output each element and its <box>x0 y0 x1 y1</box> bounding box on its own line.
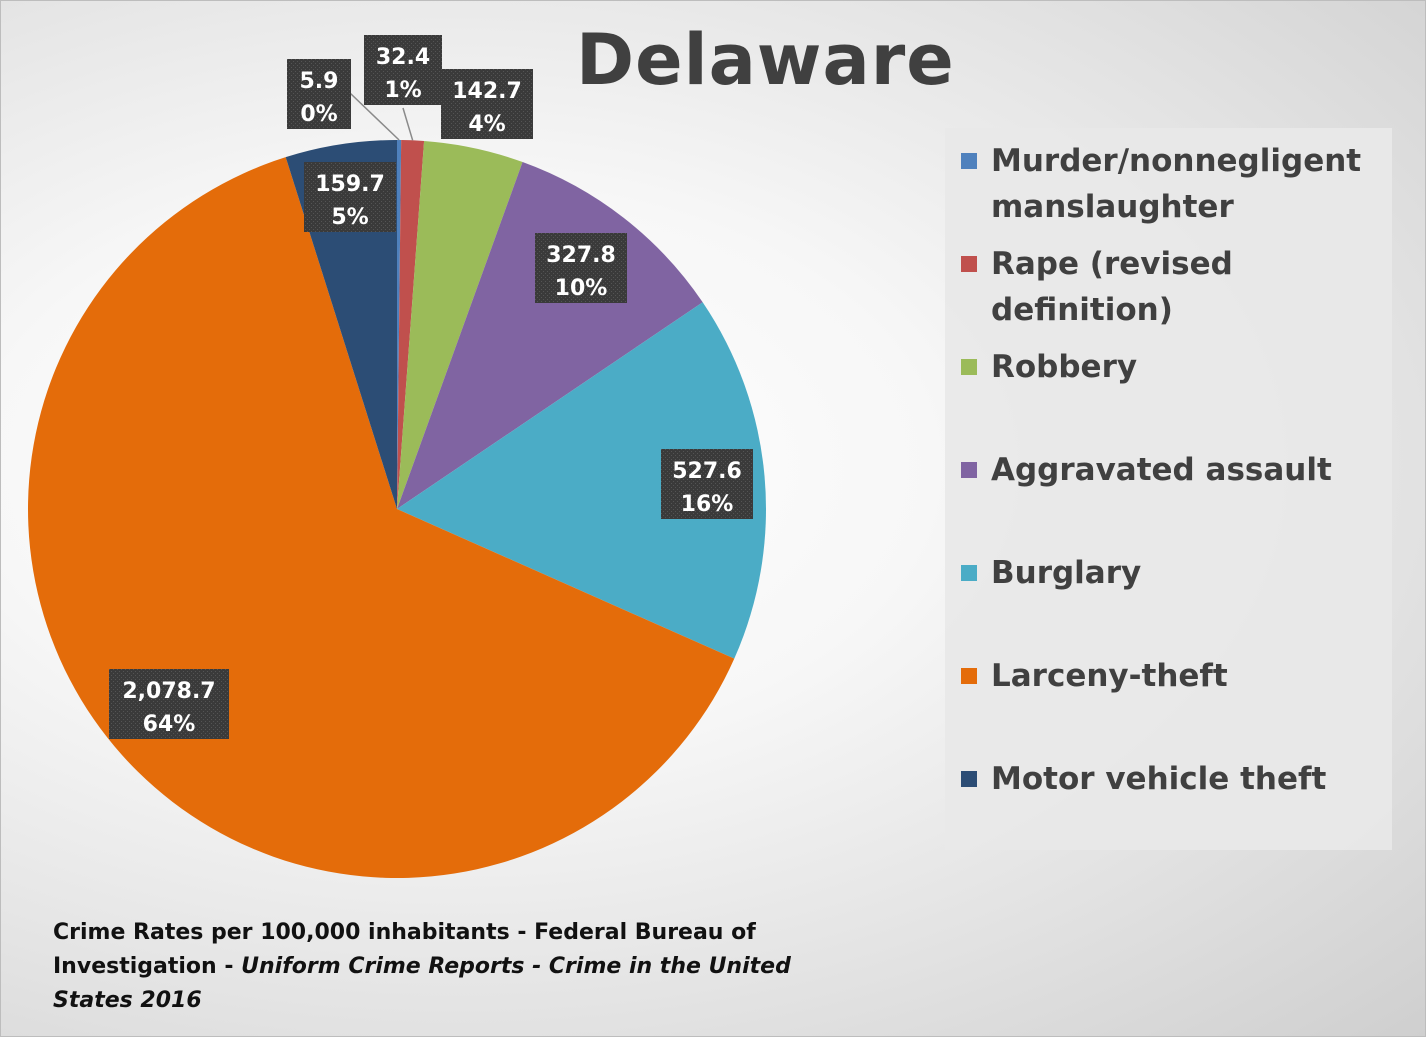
pie-slice-rape-revised-definition <box>397 140 425 510</box>
data-label-box <box>661 449 753 519</box>
data-label-value: 527.6 <box>672 459 742 484</box>
legend-swatch <box>961 153 977 169</box>
legend-swatch <box>961 359 977 375</box>
data-label-box <box>441 69 533 139</box>
data-label-box <box>364 35 442 105</box>
legend-label: Larceny-theft <box>991 658 1228 694</box>
chart-title: Delaware <box>576 19 955 101</box>
data-label-aggravated-assault: 327.8 10% <box>535 233 627 303</box>
legend-swatch <box>961 462 977 478</box>
data-label-motor-vehicle-theft: 159.7 5% <box>304 162 396 232</box>
legend-label: Murder/nonnegligent manslaughter <box>991 143 1362 225</box>
data-label-value: 142.7 <box>452 79 522 104</box>
legend-label: Aggravated assault <box>991 452 1332 488</box>
data-label-box <box>304 162 396 232</box>
data-label-value: 159.7 <box>315 172 385 197</box>
pie-slice-burglary <box>397 302 766 659</box>
data-label-murder-nonnegligent-manslaughter: 5.90% <box>287 59 351 129</box>
legend: Murder/nonnegligent manslaughter Rape (re… <box>945 128 1392 850</box>
data-label-percent: 64% <box>143 712 196 737</box>
legend-swatch <box>961 668 977 684</box>
leader-line-rape-revised-definition <box>402 107 414 141</box>
data-label-box <box>535 233 627 303</box>
data-label-value: 327.8 <box>546 243 616 268</box>
legend-swatch <box>961 256 977 272</box>
legend-swatch <box>961 565 977 581</box>
data-label-percent: 1% <box>384 78 421 103</box>
data-label-value: 5.9 <box>300 69 339 94</box>
data-label-robbery: 142.7 4% <box>441 69 533 139</box>
legend-label: Robbery <box>991 349 1138 385</box>
source-note-italic: Uniform Crime Reports - Crime in the Uni… <box>53 954 791 1013</box>
pie-slice-robbery <box>397 140 523 509</box>
data-label-percent: 5% <box>331 205 368 230</box>
data-label-rape-revised-definition: 32.4 1% <box>364 35 442 105</box>
legend-swatch <box>961 771 977 787</box>
pie-slice-motor-vehicle-theft <box>285 140 397 509</box>
data-label-larceny-theft: 2,078.7 64% <box>109 669 229 739</box>
data-label-box <box>109 669 229 739</box>
data-label-percent: 0% <box>300 102 337 127</box>
data-label-percent: 10% <box>555 276 608 301</box>
data-label-value: 2,078.7 <box>122 679 215 704</box>
data-label-percent: 16% <box>681 492 734 517</box>
source-note: Crime Rates per 100,000 inhabitants - Fe… <box>53 916 863 1018</box>
legend-label: Rape (revised definition) <box>991 246 1233 328</box>
source-note-prefix: Crime Rates per 100,000 inhabitants - Fe… <box>53 920 756 979</box>
data-label-percent: 4% <box>468 112 505 137</box>
pie-slice-murder-nonnegligent-manslaughter <box>397 140 402 509</box>
legend-label: Burglary <box>991 555 1142 591</box>
data-label-burglary: 527.6 16% <box>661 449 753 519</box>
data-label-value: 32.4 <box>376 45 430 70</box>
data-label-box <box>287 59 351 129</box>
legend-label: Motor vehicle theft <box>991 761 1327 797</box>
